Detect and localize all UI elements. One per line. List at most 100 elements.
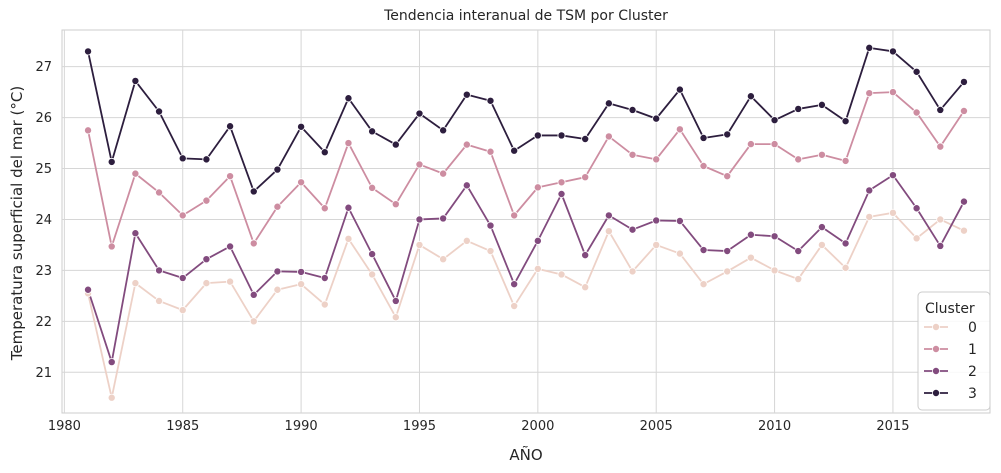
data-point-cluster-2 xyxy=(486,221,495,230)
data-point-cluster-0 xyxy=(675,249,684,258)
y-axis-title: Temperatura superficial del mar (°C) xyxy=(8,86,26,361)
data-point-cluster-2 xyxy=(628,225,637,234)
y-tick-labels: 21 22 23 24 25 26 27 xyxy=(35,60,52,381)
data-point-cluster-0 xyxy=(557,270,566,279)
data-point-cluster-1 xyxy=(770,140,779,149)
data-point-cluster-2 xyxy=(557,189,566,198)
data-point-cluster-0 xyxy=(155,296,164,305)
data-point-cluster-3 xyxy=(817,100,826,109)
data-point-cluster-3 xyxy=(297,122,306,131)
data-point-cluster-0 xyxy=(486,247,495,256)
data-point-cluster-2 xyxy=(368,250,377,259)
data-point-cluster-2 xyxy=(510,280,519,289)
x-tick-label: 2015 xyxy=(876,419,909,434)
data-point-cluster-1 xyxy=(344,139,353,148)
x-tick-label: 2010 xyxy=(758,419,791,434)
data-point-cluster-1 xyxy=(155,188,164,197)
legend-label-cluster-2: 2 xyxy=(968,364,977,380)
y-tick-label: 25 xyxy=(35,162,52,177)
data-point-cluster-0 xyxy=(652,240,661,249)
y-tick-label: 26 xyxy=(35,111,52,126)
series-line-cluster-0 xyxy=(87,211,965,399)
y-tick-label: 27 xyxy=(35,60,52,75)
series-lines xyxy=(87,46,965,399)
x-tick-label: 1980 xyxy=(48,419,81,434)
data-point-cluster-2 xyxy=(533,236,542,245)
data-point-cluster-1 xyxy=(865,89,874,98)
data-point-cluster-3 xyxy=(604,99,613,108)
data-point-cluster-1 xyxy=(249,239,258,248)
data-point-cluster-1 xyxy=(415,160,424,169)
legend-label-cluster-0: 0 xyxy=(968,320,977,336)
data-point-cluster-0 xyxy=(533,264,542,273)
data-point-cluster-3 xyxy=(581,134,590,143)
data-point-cluster-3 xyxy=(202,155,211,164)
data-point-cluster-2 xyxy=(84,285,93,294)
legend: Cluster 0 1 2 3 xyxy=(917,291,991,411)
data-point-cluster-3 xyxy=(675,85,684,94)
x-tick-label: 1985 xyxy=(166,419,199,434)
legend-marker-cluster-2 xyxy=(932,366,941,375)
data-point-cluster-0 xyxy=(817,240,826,249)
data-point-cluster-1 xyxy=(912,108,921,117)
data-point-cluster-3 xyxy=(557,131,566,140)
data-point-cluster-1 xyxy=(959,106,968,115)
data-point-cluster-2 xyxy=(865,186,874,195)
data-point-cluster-1 xyxy=(628,150,637,159)
data-point-cluster-0 xyxy=(202,279,211,288)
data-point-cluster-1 xyxy=(84,126,93,135)
data-point-cluster-2 xyxy=(888,171,897,180)
data-point-cluster-0 xyxy=(959,226,968,235)
data-point-cluster-0 xyxy=(297,280,306,289)
data-point-cluster-3 xyxy=(770,116,779,125)
data-point-cluster-0 xyxy=(439,255,448,264)
data-point-cluster-3 xyxy=(746,92,755,101)
data-point-cluster-1 xyxy=(652,155,661,164)
data-point-cluster-0 xyxy=(344,234,353,243)
data-point-cluster-1 xyxy=(723,172,732,181)
data-point-cluster-2 xyxy=(202,255,211,264)
data-point-cluster-3 xyxy=(723,130,732,139)
data-point-cluster-2 xyxy=(415,215,424,224)
data-point-cluster-3 xyxy=(391,140,400,149)
data-point-cluster-0 xyxy=(510,302,519,311)
data-point-cluster-3 xyxy=(628,105,637,114)
data-point-cluster-3 xyxy=(439,126,448,135)
data-point-cluster-0 xyxy=(865,212,874,221)
grid xyxy=(62,30,990,413)
data-point-cluster-0 xyxy=(273,285,282,294)
data-point-cluster-2 xyxy=(320,274,329,283)
data-point-cluster-1 xyxy=(202,196,211,205)
x-tick-labels: 1980 1985 1990 1995 2000 2005 2010 2015 xyxy=(48,419,910,434)
data-point-cluster-3 xyxy=(249,187,258,196)
data-point-cluster-1 xyxy=(841,156,850,165)
data-point-cluster-1 xyxy=(746,140,755,149)
legend-marker-cluster-0 xyxy=(932,322,941,331)
data-point-cluster-0 xyxy=(391,313,400,322)
data-point-cluster-2 xyxy=(770,232,779,241)
data-point-cluster-3 xyxy=(320,148,329,157)
data-point-cluster-0 xyxy=(462,236,471,245)
data-point-cluster-3 xyxy=(226,122,235,131)
data-point-cluster-1 xyxy=(817,150,826,159)
data-point-cluster-3 xyxy=(510,146,519,155)
data-point-cluster-0 xyxy=(131,279,140,288)
data-point-cluster-2 xyxy=(746,230,755,239)
data-point-cluster-2 xyxy=(155,266,164,275)
chart-title: Tendencia interanual de TSM por Cluster xyxy=(383,8,668,24)
data-point-cluster-3 xyxy=(107,157,116,166)
legend-title: Cluster xyxy=(925,301,975,317)
data-point-cluster-1 xyxy=(794,155,803,164)
data-point-cluster-1 xyxy=(391,200,400,209)
data-point-cluster-1 xyxy=(888,88,897,97)
plot-area xyxy=(61,29,991,414)
data-point-cluster-3 xyxy=(959,77,968,86)
data-point-cluster-3 xyxy=(912,67,921,76)
data-point-cluster-2 xyxy=(817,223,826,232)
series-markers xyxy=(84,43,968,402)
data-point-cluster-1 xyxy=(297,178,306,187)
data-point-cluster-1 xyxy=(699,161,708,170)
data-point-cluster-3 xyxy=(533,131,542,140)
data-point-cluster-3 xyxy=(936,105,945,114)
data-point-cluster-3 xyxy=(794,104,803,113)
